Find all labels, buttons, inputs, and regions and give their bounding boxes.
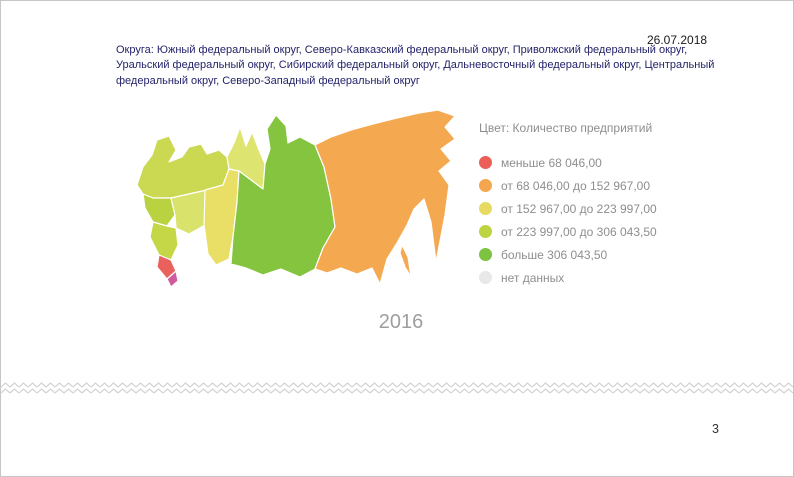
legend-item-152967-223997: от 152 967,00 до 223 997,00 [479, 197, 729, 220]
legend-item-223997-306043: от 223 997,00 до 306 043,50 [479, 220, 729, 243]
map-region-far-eastern[interactable] [314, 109, 456, 285]
page-number: 3 [712, 422, 719, 436]
legend-color-dot [479, 202, 492, 215]
legend-item-label: от 152 967,00 до 223 997,00 [501, 201, 657, 216]
legend-item-label: нет данных [501, 270, 565, 285]
districts-header: Округа: Южный федеральный округ, Северо-… [116, 44, 715, 87]
legend-color-dot [479, 225, 492, 238]
map-region-north-caucasus-south[interactable] [166, 270, 179, 288]
legend-item-label: от 68 046,00 до 152 967,00 [501, 178, 651, 193]
russia-map-svg [136, 109, 456, 288]
legend-item-no-data: нет данных [479, 266, 729, 289]
map-legend: Цвет: Количество предприятий меньше 68 0… [479, 121, 729, 289]
report-date: 26.07.2018 [647, 33, 708, 47]
legend-item-label: больше 306 043,50 [501, 247, 608, 262]
legend-item-68046-152967: от 68 046,00 до 152 967,00 [479, 174, 729, 197]
legend-color-dot [479, 156, 492, 169]
legend-color-dot [479, 248, 492, 261]
legend-item-less-68046: меньше 68 046,00 [479, 151, 729, 174]
legend-item-label: от 223 997,00 до 306 043,50 [501, 224, 657, 239]
map-region-central[interactable] [142, 193, 176, 227]
map-region-volga[interactable] [170, 189, 208, 235]
page-tear-separator-zigzag [1, 382, 793, 394]
legend-color-dot [479, 271, 492, 284]
map-region-sakhalin-island[interactable] [399, 244, 412, 278]
choropleth-map [119, 107, 474, 307]
legend-title: Цвет: Количество предприятий [479, 121, 653, 135]
legend-item-more-306043: больше 306 043,50 [479, 243, 729, 266]
map-region-siberian[interactable] [230, 114, 336, 278]
map-region-southern[interactable] [149, 221, 179, 261]
legend-color-dot [479, 179, 492, 192]
legend-item-label: меньше 68 046,00 [501, 155, 602, 170]
year-label: 2016 [378, 311, 424, 333]
